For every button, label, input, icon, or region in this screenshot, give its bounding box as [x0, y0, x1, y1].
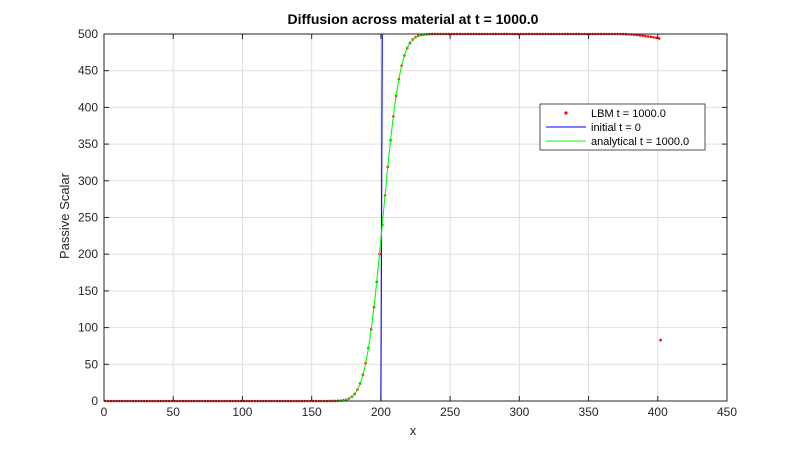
legend-item-initial: initial t = 0	[546, 122, 641, 134]
data-point	[657, 37, 661, 40]
x-tick-label: 150	[302, 405, 322, 419]
legend-item-lbm: LBM t = 1000.0	[564, 108, 666, 120]
y-axis-ticks: 0 50 100 150 200 250 300 350 400 450 500	[78, 27, 727, 408]
legend-marker-lbm	[564, 111, 568, 115]
y-tick-label: 350	[78, 137, 98, 151]
x-tick-label: 400	[648, 405, 668, 419]
y-tick-label: 150	[78, 284, 98, 298]
y-tick-label: 250	[78, 211, 98, 225]
data-point	[652, 36, 655, 39]
y-tick-label: 50	[85, 357, 99, 371]
legend-item-analytical: analytical t = 1000.0	[546, 136, 689, 148]
x-tick-label: 50	[167, 405, 181, 419]
data-point	[638, 34, 642, 37]
y-tick-label: 500	[78, 27, 98, 41]
x-tick-label: 0	[101, 405, 108, 419]
legend: LBM t = 1000.0 initial t = 0 analytical …	[539, 103, 706, 151]
x-axis-ticks: 0 50 100 150 200 250 300 350 400 450	[101, 34, 737, 419]
y-tick-label: 200	[78, 247, 98, 261]
x-tick-label: 450	[717, 405, 737, 419]
legend-label-analytical: analytical t = 1000.0	[591, 136, 689, 148]
x-axis-label: x	[410, 423, 417, 438]
y-tick-label: 100	[78, 321, 98, 335]
legend-label-initial: initial t = 0	[591, 122, 641, 134]
data-point	[649, 35, 653, 39]
x-tick-label: 100	[232, 405, 252, 419]
y-axis-label: Passive Scalar	[57, 172, 72, 259]
data-point-edge	[659, 338, 662, 342]
y-tick-label: 400	[78, 100, 98, 114]
y-tick-label: 0	[91, 394, 98, 408]
data-point	[644, 34, 647, 38]
data-point	[655, 36, 658, 40]
x-tick-label: 200	[371, 405, 391, 419]
y-tick-label: 450	[78, 64, 98, 78]
x-tick-label: 300	[509, 405, 529, 419]
x-tick-label: 250	[440, 405, 460, 419]
x-tick-label: 350	[579, 405, 599, 419]
y-tick-label: 300	[78, 174, 98, 188]
chart-title: Diffusion across material at t = 1000.0	[288, 11, 539, 27]
legend-label-lbm: LBM t = 1000.0	[591, 108, 666, 120]
data-point	[641, 34, 644, 37]
data-point	[646, 35, 650, 38]
